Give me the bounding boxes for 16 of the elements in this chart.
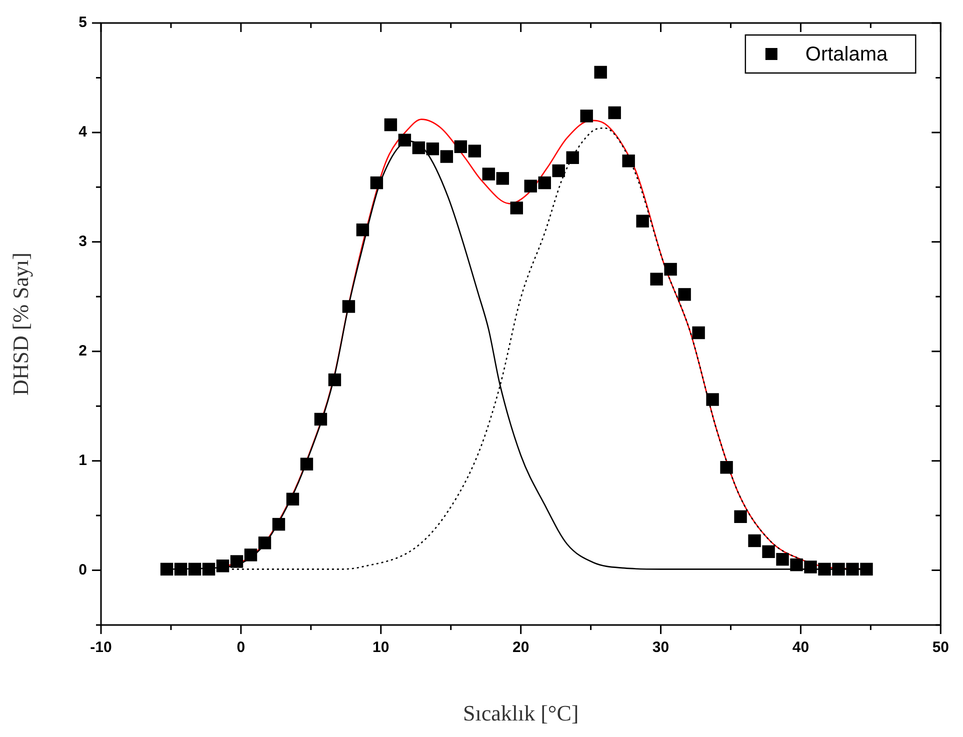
y-tick-label: 1 [78, 452, 87, 469]
y-tick-label: 5 [78, 14, 87, 32]
y-tick-label: 0 [78, 561, 87, 578]
y-tick-label: 2 [78, 342, 87, 360]
x-tick-label: 50 [932, 639, 949, 656]
x-tick-label: 20 [512, 639, 530, 656]
x-tick-label: 40 [792, 639, 810, 656]
x-axis-title: Sıcaklık [°C] [462, 700, 579, 726]
x-tick-label: 30 [652, 639, 670, 656]
y-axis-title: DHSD [% Sayı] [8, 252, 33, 396]
legend-label: Ortalama [805, 44, 889, 66]
x-tick-label: -10 [90, 639, 112, 656]
y-tick-label: 3 [78, 233, 87, 250]
x-tick-label: 10 [372, 639, 390, 656]
y-tick-label: 4 [78, 124, 88, 141]
x-tick-label: 0 [236, 639, 246, 656]
